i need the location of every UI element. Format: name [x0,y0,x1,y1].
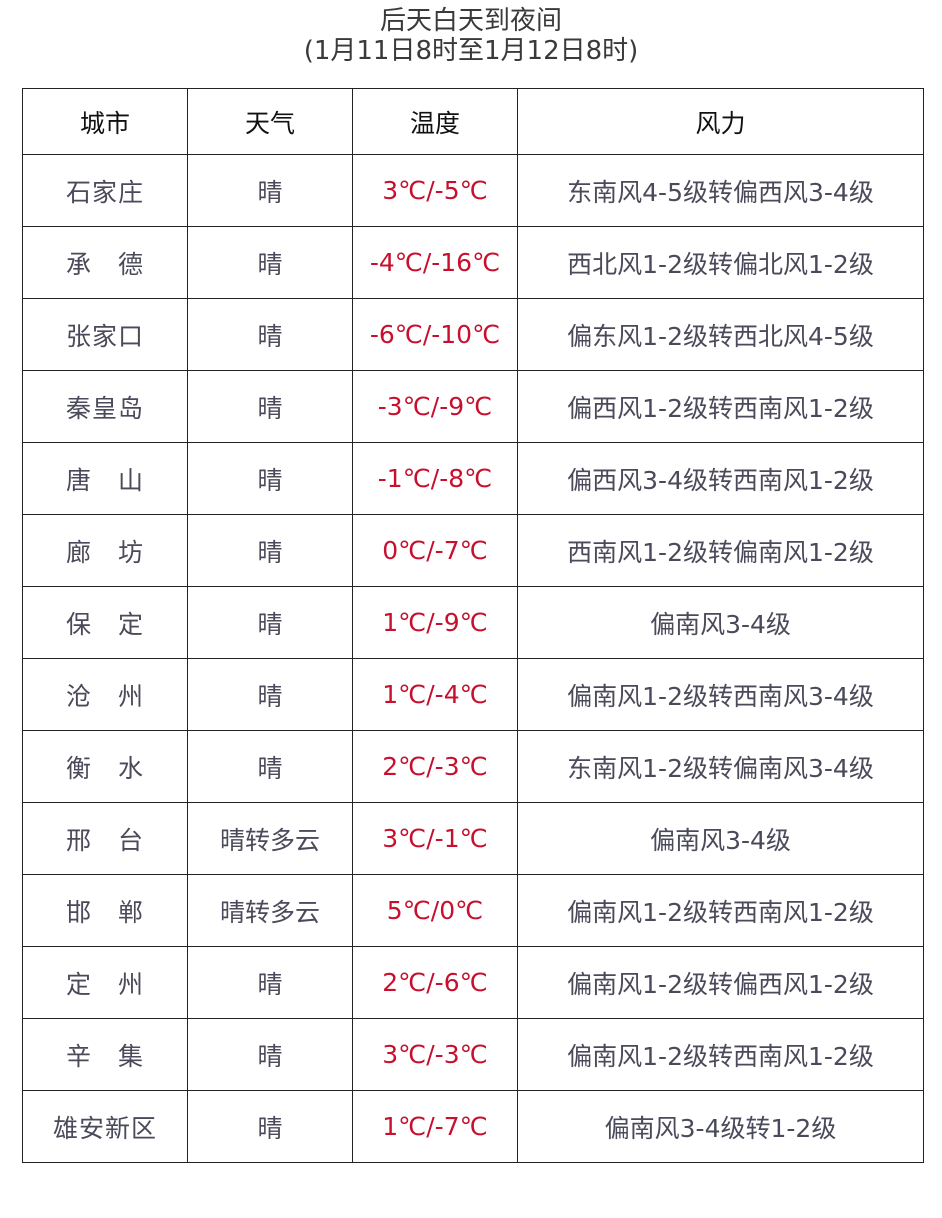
city-cell: 张家口 [22,298,188,371]
table-row: 定 州晴 2℃/-6℃ 偏南风1-2级转偏西风1-2级 [22,946,924,1019]
temperature-cell: 1℃/-4℃ [352,658,518,731]
city-cell: 辛 集 [22,1018,188,1091]
wind-cell: 偏南风1-2级转西南风3-4级 [517,658,924,731]
table-row: 张家口晴 -6℃/-10℃ 偏东风1-2级转西北风4-5级 [22,298,924,371]
weather-cell: 晴 [187,658,353,731]
header-temperature: 温度 [352,88,518,155]
temperature-cell: 2℃/-3℃ [352,730,518,803]
city-cell: 沧 州 [22,658,188,731]
weather-cell: 晴 [187,946,353,1019]
table-row: 沧 州晴 1℃/-4℃ 偏南风1-2级转西南风3-4级 [22,658,924,731]
city-cell: 定 州 [22,946,188,1019]
temperature-cell: 3℃/-1℃ [352,802,518,875]
temperature-cell: 0℃/-7℃ [352,514,518,587]
temperature-cell: 3℃/-3℃ [352,1018,518,1091]
page-title: 后天白天到夜间 [379,6,562,36]
table-row: 衡 水晴 2℃/-3℃ 东南风1-2级转偏南风3-4级 [22,730,924,803]
city-cell: 石家庄 [22,154,188,227]
temperature-cell: 3℃/-5℃ [352,154,518,227]
table-row: 保 定晴 1℃/-9℃ 偏南风3-4级 [22,586,924,659]
city-cell: 秦皇岛 [22,370,188,443]
weather-cell: 晴 [187,298,353,371]
temperature-cell: -3℃/-9℃ [352,370,518,443]
city-cell: 邯 郸 [22,874,188,947]
wind-cell: 偏南风3-4级 [517,802,924,875]
weather-cell: 晴 [187,226,353,299]
table-header-row: 城市 天气 温度 风力 [22,88,924,155]
table-row: 廊 坊晴 0℃/-7℃ 西南风1-2级转偏南风1-2级 [22,514,924,587]
weather-cell: 晴 [187,514,353,587]
temperature-cell: -6℃/-10℃ [352,298,518,371]
wind-cell: 西北风1-2级转偏北风1-2级 [517,226,924,299]
weather-cell: 晴 [187,370,353,443]
weather-cell: 晴转多云 [187,874,353,947]
city-cell: 承 德 [22,226,188,299]
temperature-cell: 5℃/0℃ [352,874,518,947]
wind-cell: 偏南风1-2级转西南风1-2级 [517,1018,924,1091]
page-subtitle: (1月11日8时至1月12日8时) [303,36,639,66]
weather-cell: 晴 [187,730,353,803]
weather-cell: 晴转多云 [187,802,353,875]
header-wind: 风力 [517,88,924,155]
header-weather: 天气 [187,88,353,155]
weather-cell: 晴 [187,154,353,227]
weather-cell: 晴 [187,1090,353,1163]
table-row: 承 德晴 -4℃/-16℃ 西北风1-2级转偏北风1-2级 [22,226,924,299]
table-row: 雄安新区晴 1℃/-7℃ 偏南风3-4级转1-2级 [22,1090,924,1163]
weather-cell: 晴 [187,442,353,515]
wind-cell: 偏西风3-4级转西南风1-2级 [517,442,924,515]
table-row: 邢 台晴转多云 3℃/-1℃ 偏南风3-4级 [22,802,924,875]
city-cell: 廊 坊 [22,514,188,587]
table-row: 秦皇岛晴 -3℃/-9℃ 偏西风1-2级转西南风1-2级 [22,370,924,443]
table-row: 邯 郸晴转多云 5℃/0℃ 偏南风1-2级转西南风1-2级 [22,874,924,947]
temperature-cell: 2℃/-6℃ [352,946,518,1019]
weather-cell: 晴 [187,1018,353,1091]
header-city: 城市 [22,88,188,155]
city-cell: 衡 水 [22,730,188,803]
wind-cell: 西南风1-2级转偏南风1-2级 [517,514,924,587]
city-cell: 保 定 [22,586,188,659]
wind-cell: 偏南风3-4级 [517,586,924,659]
wind-cell: 偏西风1-2级转西南风1-2级 [517,370,924,443]
wind-cell: 偏南风1-2级转偏西风1-2级 [517,946,924,1019]
wind-cell: 偏南风3-4级转1-2级 [517,1090,924,1163]
wind-cell: 偏南风1-2级转西南风1-2级 [517,874,924,947]
table-row: 唐 山晴 -1℃/-8℃ 偏西风3-4级转西南风1-2级 [22,442,924,515]
temperature-cell: -4℃/-16℃ [352,226,518,299]
temperature-cell: 1℃/-7℃ [352,1090,518,1163]
city-cell: 雄安新区 [22,1090,188,1163]
table-row: 辛 集晴 3℃/-3℃ 偏南风1-2级转西南风1-2级 [22,1018,924,1091]
temperature-cell: 1℃/-9℃ [352,586,518,659]
wind-cell: 东南风1-2级转偏南风3-4级 [517,730,924,803]
wind-cell: 东南风4-5级转偏西风3-4级 [517,154,924,227]
weather-table: 城市 天气 温度 风力 石家庄晴 3℃/-5℃ 东南风4-5级转偏西风3-4级承 德… [22,88,924,1163]
temperature-cell: -1℃/-8℃ [352,442,518,515]
table-row: 石家庄晴 3℃/-5℃ 东南风4-5级转偏西风3-4级 [22,154,924,227]
wind-cell: 偏东风1-2级转西北风4-5级 [517,298,924,371]
weather-cell: 晴 [187,586,353,659]
city-cell: 唐 山 [22,442,188,515]
city-cell: 邢 台 [22,802,188,875]
